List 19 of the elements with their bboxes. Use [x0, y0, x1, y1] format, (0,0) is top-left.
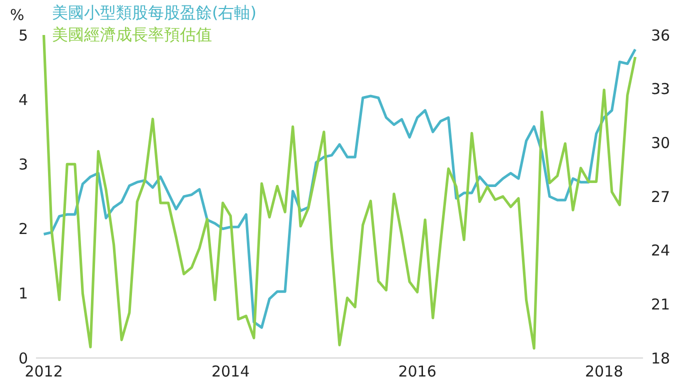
- x-tick-label: 2014: [211, 362, 250, 381]
- y2-tick-label: 27: [651, 188, 670, 206]
- y2-tick-label: 36: [651, 26, 670, 44]
- y2-tick-label: 21: [651, 295, 670, 314]
- y2-tick-label: 24: [651, 242, 670, 260]
- y-tick-label: 3: [18, 156, 28, 174]
- y2-tick-label: 33: [651, 80, 670, 98]
- y2-tick-label: 30: [651, 134, 670, 152]
- y-tick-label: 1: [18, 284, 28, 303]
- text: 美國小型類股每股盈餘(右軸): [52, 2, 256, 24]
- y-tick-label: 5: [18, 26, 28, 44]
- x-tick-label: 2018: [584, 362, 624, 381]
- y-axis-title: %: [10, 6, 24, 24]
- y-tick-label: 4: [18, 90, 28, 109]
- y2-tick-label: 18: [651, 349, 670, 368]
- y-tick-label: 2: [18, 220, 28, 238]
- x-tick-label: 2012: [24, 362, 63, 381]
- x-tick-label: 2016: [398, 362, 436, 381]
- series-label: 美國經濟成長率預估值: [52, 24, 213, 46]
